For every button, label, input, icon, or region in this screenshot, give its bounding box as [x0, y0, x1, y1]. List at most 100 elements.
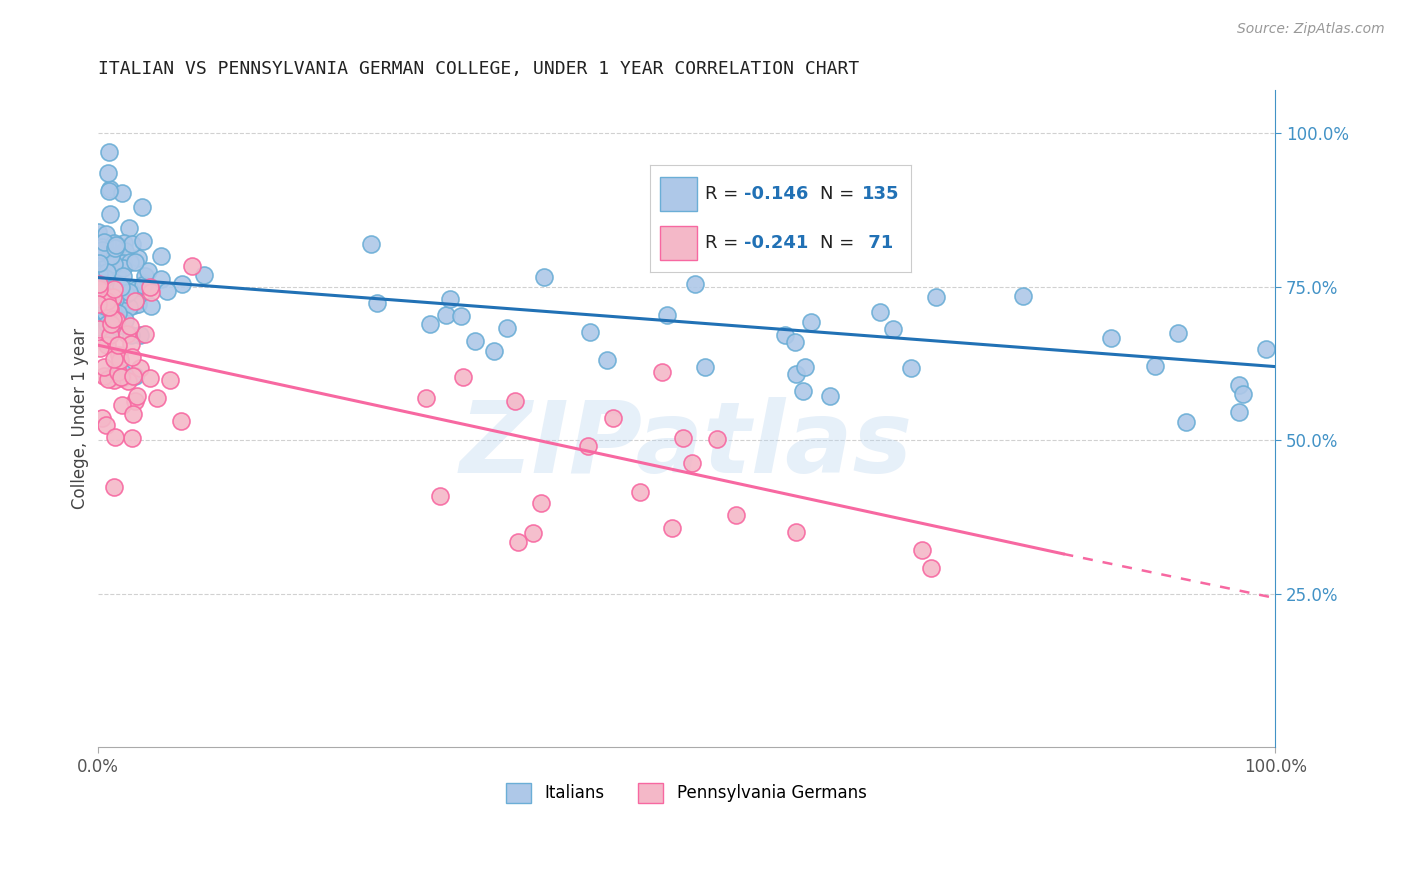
Point [105, 318, 128, 333]
Point [101, 312, 124, 326]
Point [451, 369, 474, 384]
Point [110, 280, 132, 294]
Point [87, 246, 110, 260]
Text: 135: 135 [862, 186, 898, 203]
Point [105, 311, 128, 326]
Point [122, 287, 145, 301]
Point [108, 239, 131, 253]
Point [112, 256, 135, 270]
Point [97, 371, 120, 385]
Point [94, 254, 117, 268]
Point [87, 282, 110, 296]
Point [136, 264, 159, 278]
Point [117, 300, 139, 314]
Text: R =: R = [704, 186, 744, 203]
Point [89, 244, 111, 259]
Point [170, 414, 193, 428]
Y-axis label: College, Under 1 year: College, Under 1 year [72, 328, 89, 509]
Text: Source: ZipAtlas.com: Source: ZipAtlas.com [1237, 22, 1385, 37]
Point [89, 256, 111, 270]
Point [132, 234, 155, 248]
Point [103, 282, 125, 296]
Point [98, 323, 121, 337]
Point [103, 366, 125, 380]
Point [156, 284, 179, 298]
Point [87, 244, 110, 258]
Point [87, 299, 110, 313]
Point [434, 308, 457, 322]
Point [134, 326, 156, 341]
Point [138, 280, 160, 294]
Point [96, 293, 118, 308]
Point [97, 284, 120, 298]
Point [706, 433, 728, 447]
Point [103, 257, 125, 271]
Point [125, 389, 148, 403]
Point [1143, 359, 1166, 373]
Point [87, 244, 110, 258]
Point [103, 235, 125, 250]
Point [89, 341, 111, 355]
Point [87, 277, 110, 292]
Point [1254, 342, 1277, 356]
Point [101, 285, 124, 299]
Point [111, 366, 134, 380]
Point [89, 267, 111, 281]
Point [783, 334, 806, 349]
Point [655, 308, 678, 322]
Point [89, 256, 111, 270]
Point [91, 294, 114, 309]
Point [661, 521, 683, 535]
Point [93, 276, 115, 290]
Point [1167, 326, 1189, 341]
Point [87, 320, 110, 334]
Text: ZIPatlas: ZIPatlas [460, 397, 912, 493]
Point [98, 184, 121, 198]
Point [107, 337, 129, 351]
Point [149, 249, 172, 263]
Point [924, 289, 946, 303]
Point [124, 255, 146, 269]
Point [103, 301, 125, 316]
Point [172, 277, 194, 292]
Point [89, 260, 111, 275]
Point [111, 371, 134, 385]
Point [94, 299, 117, 313]
Point [101, 303, 124, 318]
Point [134, 269, 156, 284]
Point [794, 360, 817, 375]
Point [482, 344, 505, 359]
Point [108, 353, 131, 368]
Point [93, 235, 115, 249]
Point [107, 366, 129, 380]
Point [506, 534, 529, 549]
Point [602, 411, 624, 425]
Point [104, 238, 127, 252]
Point [96, 309, 118, 323]
Point [103, 284, 125, 298]
Point [98, 182, 121, 196]
Point [96, 418, 118, 433]
Point [120, 336, 142, 351]
FancyBboxPatch shape [661, 226, 697, 260]
Point [121, 350, 143, 364]
Point [128, 360, 150, 375]
Point [818, 389, 841, 403]
Point [103, 352, 125, 367]
Point [111, 398, 134, 412]
Point [920, 561, 942, 575]
Point [86, 297, 108, 311]
Point [114, 312, 136, 326]
Point [112, 260, 135, 275]
Point [1175, 415, 1198, 429]
Point [1229, 405, 1251, 419]
Point [100, 293, 122, 308]
Text: -0.146: -0.146 [744, 186, 808, 203]
Text: -0.241: -0.241 [744, 234, 808, 252]
Point [96, 338, 118, 352]
Text: 71: 71 [862, 234, 893, 252]
Point [124, 283, 146, 297]
Point [360, 237, 382, 252]
Point [91, 319, 114, 334]
Point [111, 186, 134, 201]
